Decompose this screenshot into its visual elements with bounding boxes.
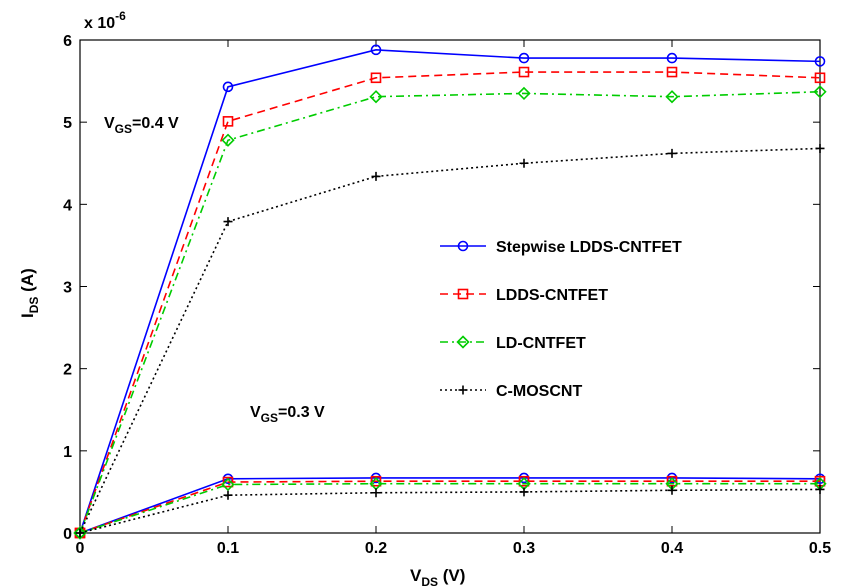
- data-point-vgs04-3: [371, 171, 381, 181]
- data-point-vgs04-2: [665, 90, 679, 104]
- y-tick-label: 5: [63, 115, 72, 132]
- data-point-vgs04-3: [75, 528, 85, 538]
- data-point-vgs04-2: [369, 90, 383, 104]
- y-tick-label: 2: [63, 362, 72, 379]
- series-line-vgs04-3: [79, 147, 821, 534]
- legend-marker: [457, 240, 469, 252]
- data-point-vgs03-3: [223, 490, 233, 500]
- x-tick-label: 0.5: [809, 540, 831, 557]
- data-point-vgs04-1: [814, 72, 826, 84]
- y-multiplier: x 10-6: [84, 9, 126, 32]
- series-line-vgs04-2: [79, 90, 821, 534]
- data-point-vgs04-1: [370, 72, 382, 84]
- data-point-vgs04-3: [519, 158, 529, 168]
- data-point-vgs03-3: [667, 485, 677, 495]
- legend-label: C-MOSCNT: [496, 383, 582, 400]
- x-tick-label: 0: [76, 540, 85, 557]
- annotation-vgs-04: VGS=0.4 V: [104, 115, 179, 136]
- data-point-vgs04-2: [73, 526, 87, 540]
- data-point-vgs03-3: [371, 488, 381, 498]
- data-point-vgs04-2: [813, 85, 827, 99]
- ticks: 0 0.1 0.2 0.3 0.4 0.5 0 1 2 3 4 5 6: [63, 33, 831, 557]
- y-axis-label: IDS (A): [18, 268, 41, 318]
- data-point-vgs04-0: [370, 44, 382, 56]
- x-axis-label: VDS (V): [410, 566, 465, 587]
- series-line-vgs03-2: [79, 482, 820, 534]
- data-point-vgs04-0: [814, 56, 826, 67]
- data-point-vgs04-3: [815, 143, 825, 153]
- series-line-vgs04-1: [79, 71, 821, 534]
- data-point-vgs04-2: [517, 86, 531, 101]
- data-point-vgs03-1: [666, 475, 678, 487]
- data-point-vgs04-1: [666, 66, 678, 78]
- legend-marker: [457, 288, 469, 300]
- data-point-vgs04-3: [667, 148, 677, 158]
- y-tick-label: 6: [63, 33, 72, 50]
- data-point-vgs04-3: [223, 217, 233, 227]
- legend-label: LD-CNTFET: [496, 335, 586, 352]
- data-point-vgs04-0: [222, 81, 234, 93]
- legend-marker: [456, 335, 470, 349]
- data-point-vgs03-2: [221, 477, 235, 492]
- legend-label: Stepwise LDDS-CNTFET: [496, 239, 682, 256]
- y-tick-label: 4: [63, 197, 72, 214]
- x-tick-label: 0.3: [513, 540, 535, 557]
- annotation-vgs-03: VGS=0.3 V: [250, 404, 325, 425]
- data-point-vgs03-3: [519, 487, 529, 497]
- y-multiplier-exp: -6: [115, 9, 126, 23]
- data-point-vgs04-2: [221, 133, 235, 147]
- legend: Stepwise LDDS-CNTFET LDDS-CNTFET LD-CNTFET…: [440, 239, 682, 400]
- y-tick-label: 1: [63, 444, 72, 461]
- x-tick-label: 0.4: [661, 540, 683, 557]
- y-tick-label: 3: [63, 280, 72, 297]
- series-layer: [73, 44, 827, 540]
- data-point-vgs03-1: [370, 475, 382, 487]
- series-line-vgs03-3: [79, 488, 821, 534]
- data-point-vgs04-1: [518, 66, 530, 78]
- series-line-vgs03-0: [79, 477, 821, 534]
- plot-area: [79, 39, 821, 534]
- data-point-vgs03-1: [222, 476, 234, 488]
- series-line-vgs04-0: [79, 49, 821, 534]
- data-point-vgs04-1: [222, 116, 234, 127]
- y-tick-label: 0: [63, 526, 72, 543]
- series-line-vgs03-1: [79, 480, 820, 534]
- data-point-vgs04-0: [518, 52, 530, 64]
- data-point-vgs04-0: [666, 52, 678, 64]
- data-point-vgs03-3: [815, 484, 825, 494]
- x-tick-label: 0.2: [365, 540, 387, 557]
- data-point-vgs03-1: [518, 475, 530, 487]
- legend-marker: [458, 385, 468, 395]
- legend-label: LDDS-CNTFET: [496, 287, 608, 304]
- x-tick-label: 0.1: [217, 540, 239, 557]
